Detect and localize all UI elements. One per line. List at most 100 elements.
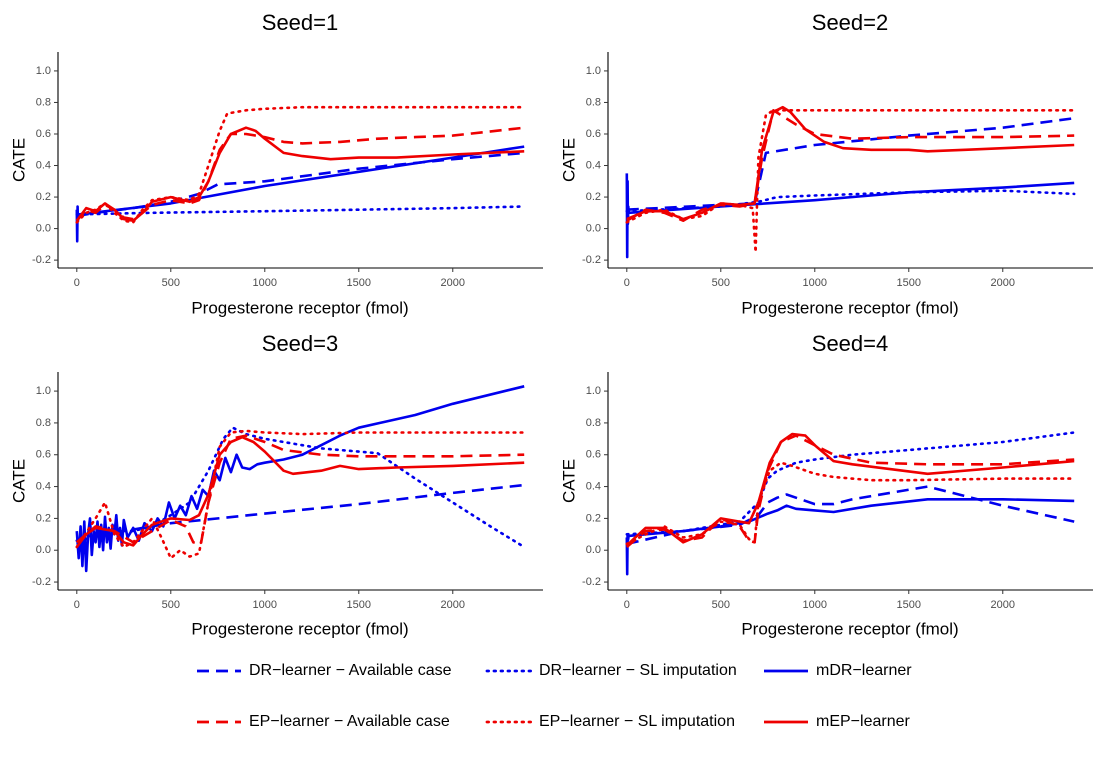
series-group: [75, 105, 526, 243]
series-line-mdr: [625, 173, 1075, 259]
x-tick-label: 1500: [897, 277, 921, 289]
y-tick-label: 0.2: [36, 191, 51, 203]
x-tick-label: 2000: [441, 277, 465, 289]
y-tick-label: 0.6: [586, 128, 601, 140]
series-line-dr-sl: [625, 431, 1076, 536]
x-tick-label: 0: [624, 599, 630, 611]
panel-title: Seed=4: [812, 331, 888, 356]
y-tick-label: 0.2: [586, 512, 601, 524]
y-tick-label: 0.6: [586, 449, 601, 461]
chart-panel-2: Seed=2 -0.2 0.0 0.2 0.4 0.6 0.8 1.0 0 500 1000 1500…: [559, 10, 1093, 317]
series-line-ep-sl: [75, 105, 526, 224]
x-tick-label: 0: [74, 277, 80, 289]
series-group: [625, 431, 1076, 576]
y-tick-label: 0.6: [36, 128, 51, 140]
chart-panel-1: Seed=1 -0.2 0.0 0.2 0.4 0.6 0.8 1.0 0 500 1000 1500…: [9, 10, 543, 317]
legend-item-mep: mEP−learner: [764, 713, 910, 730]
y-tick-label: 0.2: [36, 512, 51, 524]
legend-label: DR−learner − Available case: [249, 662, 452, 679]
legend-item-ep-available: EP−learner − Available case: [197, 713, 450, 730]
y-tick-label: 0.0: [586, 222, 601, 234]
panel-title: Seed=3: [262, 331, 338, 356]
series-line-ep-available: [75, 434, 525, 546]
y-tick-label: -0.2: [582, 254, 601, 266]
x-tick-label: 500: [712, 277, 730, 289]
y-axis-label: CATE: [559, 459, 578, 503]
legend-item-dr-available: DR−learner − Available case: [197, 662, 452, 679]
x-tick-label: 2000: [991, 599, 1015, 611]
x-tick-label: 1500: [347, 277, 371, 289]
x-axis-label: Progesterone receptor (fmol): [191, 298, 408, 317]
legend-label: mEP−learner: [816, 713, 910, 730]
x-tick-label: 0: [74, 599, 80, 611]
chart-panel-3: Seed=3 -0.2 0.0 0.2 0.4 0.6 0.8 1.0 0 500 1000 1500…: [9, 331, 543, 638]
series-line-ep-sl: [625, 461, 1076, 546]
y-tick-label: 0.4: [36, 159, 51, 171]
series-line-ep-sl: [625, 109, 1076, 254]
series-line-mep: [626, 105, 1075, 221]
y-tick-label: 0.2: [586, 191, 601, 203]
series-line-dr-available: [626, 485, 1075, 546]
x-tick-label: 0: [624, 277, 630, 289]
y-axis-label: CATE: [9, 459, 28, 503]
series-line-mdr: [625, 498, 1075, 576]
y-tick-label: 0.4: [36, 480, 51, 492]
series-line-dr-sl: [75, 426, 526, 549]
legend-item-mdr: mDR−learner: [764, 662, 912, 679]
series-group: [75, 385, 526, 573]
y-tick-label: 0.0: [36, 544, 51, 556]
y-tick-label: -0.2: [32, 576, 51, 588]
series-line-mdr: [75, 385, 525, 573]
x-tick-label: 1000: [803, 277, 827, 289]
x-tick-label: 1500: [347, 599, 371, 611]
y-tick-label: 0.8: [586, 417, 601, 429]
series-line-ep-sl: [75, 429, 526, 560]
x-axis-label: Progesterone receptor (fmol): [741, 619, 958, 638]
y-axis-label: CATE: [9, 138, 28, 182]
series-line-mep: [625, 432, 1075, 547]
legend-label: EP−learner − Available case: [249, 713, 450, 730]
series-line-mdr: [75, 145, 525, 243]
x-tick-label: 2000: [441, 599, 465, 611]
x-axis-label: Progesterone receptor (fmol): [191, 619, 408, 638]
legend-label: mDR−learner: [816, 662, 912, 679]
y-tick-label: 0.0: [36, 222, 51, 234]
x-tick-label: 500: [162, 277, 180, 289]
y-tick-label: -0.2: [32, 254, 51, 266]
y-tick-label: 0.8: [36, 96, 51, 108]
y-tick-label: 0.8: [586, 96, 601, 108]
y-tick-label: 0.6: [36, 449, 51, 461]
series-line-mep: [75, 126, 525, 222]
series-line-dr-sl: [75, 205, 526, 216]
x-tick-label: 2000: [991, 277, 1015, 289]
legend-label: DR−learner − SL imputation: [539, 662, 737, 679]
x-tick-label: 500: [712, 599, 730, 611]
legend-label: EP−learner − SL imputation: [539, 713, 735, 730]
y-tick-label: 1.0: [36, 385, 51, 397]
x-tick-label: 1000: [253, 277, 277, 289]
y-tick-label: 1.0: [586, 385, 601, 397]
x-tick-label: 500: [162, 599, 180, 611]
legend: DR−learner − Available case DR−learner − …: [197, 662, 912, 730]
x-tick-label: 1500: [897, 599, 921, 611]
y-tick-label: -0.2: [582, 576, 601, 588]
y-tick-label: 0.4: [586, 480, 601, 492]
panel-title: Seed=1: [262, 10, 338, 35]
legend-item-dr-sl: DR−learner − SL imputation: [485, 662, 737, 679]
y-tick-label: 1.0: [586, 65, 601, 77]
y-tick-label: 1.0: [36, 65, 51, 77]
y-tick-label: 0.4: [586, 159, 601, 171]
chart-panel-4: Seed=4 -0.2 0.0 0.2 0.4 0.6 0.8 1.0 0 500 1000 1500…: [559, 331, 1093, 638]
series-group: [625, 105, 1076, 259]
y-tick-label: 0.0: [586, 544, 601, 556]
panel-title: Seed=2: [812, 10, 888, 35]
legend-item-ep-sl: EP−learner − SL imputation: [485, 713, 735, 730]
y-tick-label: 0.8: [36, 417, 51, 429]
series-line-mep: [75, 435, 525, 548]
x-tick-label: 1000: [253, 599, 277, 611]
x-tick-label: 1000: [803, 599, 827, 611]
y-axis-label: CATE: [559, 138, 578, 182]
x-axis-label: Progesterone receptor (fmol): [741, 298, 958, 317]
